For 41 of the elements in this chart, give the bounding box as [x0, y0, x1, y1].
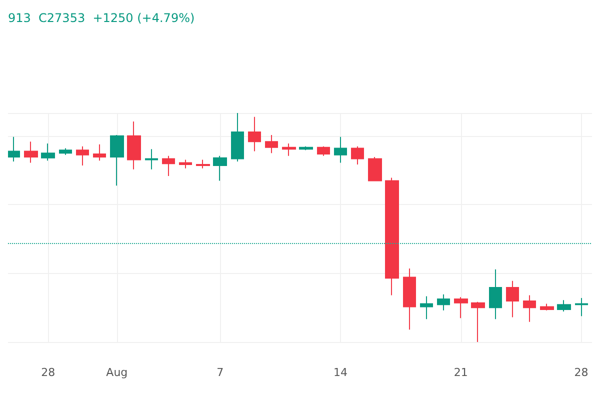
candlestick	[127, 120, 141, 170]
candlestick	[76, 146, 89, 166]
candlestick	[196, 159, 210, 169]
candlestick	[59, 148, 72, 156]
text: 913 C27353 +1250 (+4.79%)	[8, 11, 195, 25]
candlestick	[282, 142, 296, 156]
candlestick	[213, 155, 227, 182]
candlestick	[454, 296, 468, 319]
candlestick	[93, 144, 106, 162]
candlestick	[179, 159, 192, 169]
x-tick-label: 21	[454, 366, 468, 379]
candlestick	[368, 156, 382, 182]
candlestick	[557, 300, 571, 312]
candlestick	[437, 294, 450, 311]
x-tick-label: 28	[41, 366, 56, 379]
candlestick	[575, 298, 588, 317]
candlestick	[540, 303, 554, 311]
candlestick	[110, 134, 124, 186]
candlestick	[489, 268, 502, 320]
candlestick	[8, 136, 20, 162]
candlestick	[471, 301, 485, 342]
candlestick	[299, 146, 313, 151]
candlestick	[162, 155, 175, 176]
candlestick	[145, 148, 158, 170]
candlestick	[248, 116, 261, 152]
candlestick	[420, 296, 433, 320]
candlestick	[403, 268, 416, 330]
x-tick-label: Aug	[106, 366, 128, 379]
candlestick	[24, 141, 38, 164]
candlestick	[317, 146, 330, 156]
candlestick	[334, 136, 347, 164]
x-tick-label: 7	[216, 366, 224, 379]
candlestick	[385, 177, 399, 296]
x-tick-label: 14	[333, 366, 348, 379]
candlestick	[523, 294, 536, 322]
candlestick	[41, 142, 55, 162]
x-tick-label: 28	[574, 366, 588, 379]
candlestick	[506, 280, 519, 318]
candlestick	[231, 112, 244, 162]
candlestick	[265, 134, 278, 154]
candlestick	[351, 146, 364, 166]
